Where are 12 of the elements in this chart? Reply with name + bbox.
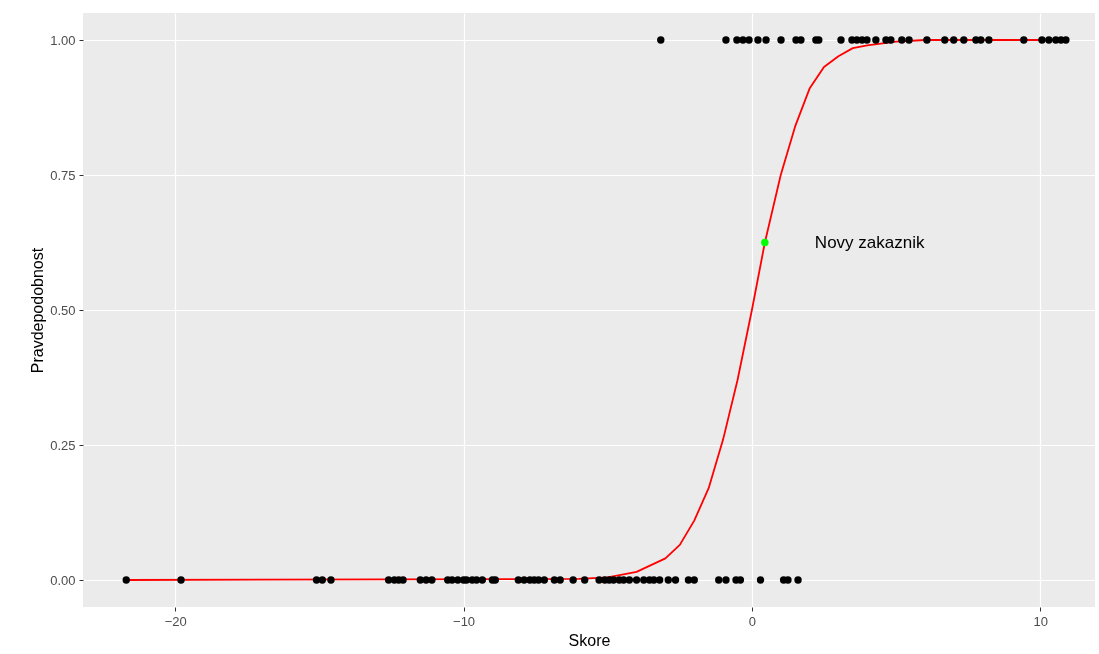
x-axis-title: Skore <box>568 631 611 649</box>
annotation: Novy zakaznik <box>814 232 925 252</box>
x-tick-label: 0 <box>748 613 757 629</box>
y-axis-title: Pravdepodobnost <box>29 247 47 374</box>
y-tick-label: 1.00 <box>50 32 76 48</box>
y-tick-label: 0.00 <box>50 572 76 588</box>
y-tick-label: 0.25 <box>50 437 76 453</box>
x-tick-label: 10 <box>1033 613 1048 629</box>
x-tick-label: −10 <box>453 613 476 629</box>
x-tick-label: −20 <box>164 613 187 629</box>
y-tick-label: 0.75 <box>50 167 76 183</box>
y-tick-label: 0.50 <box>50 302 76 318</box>
